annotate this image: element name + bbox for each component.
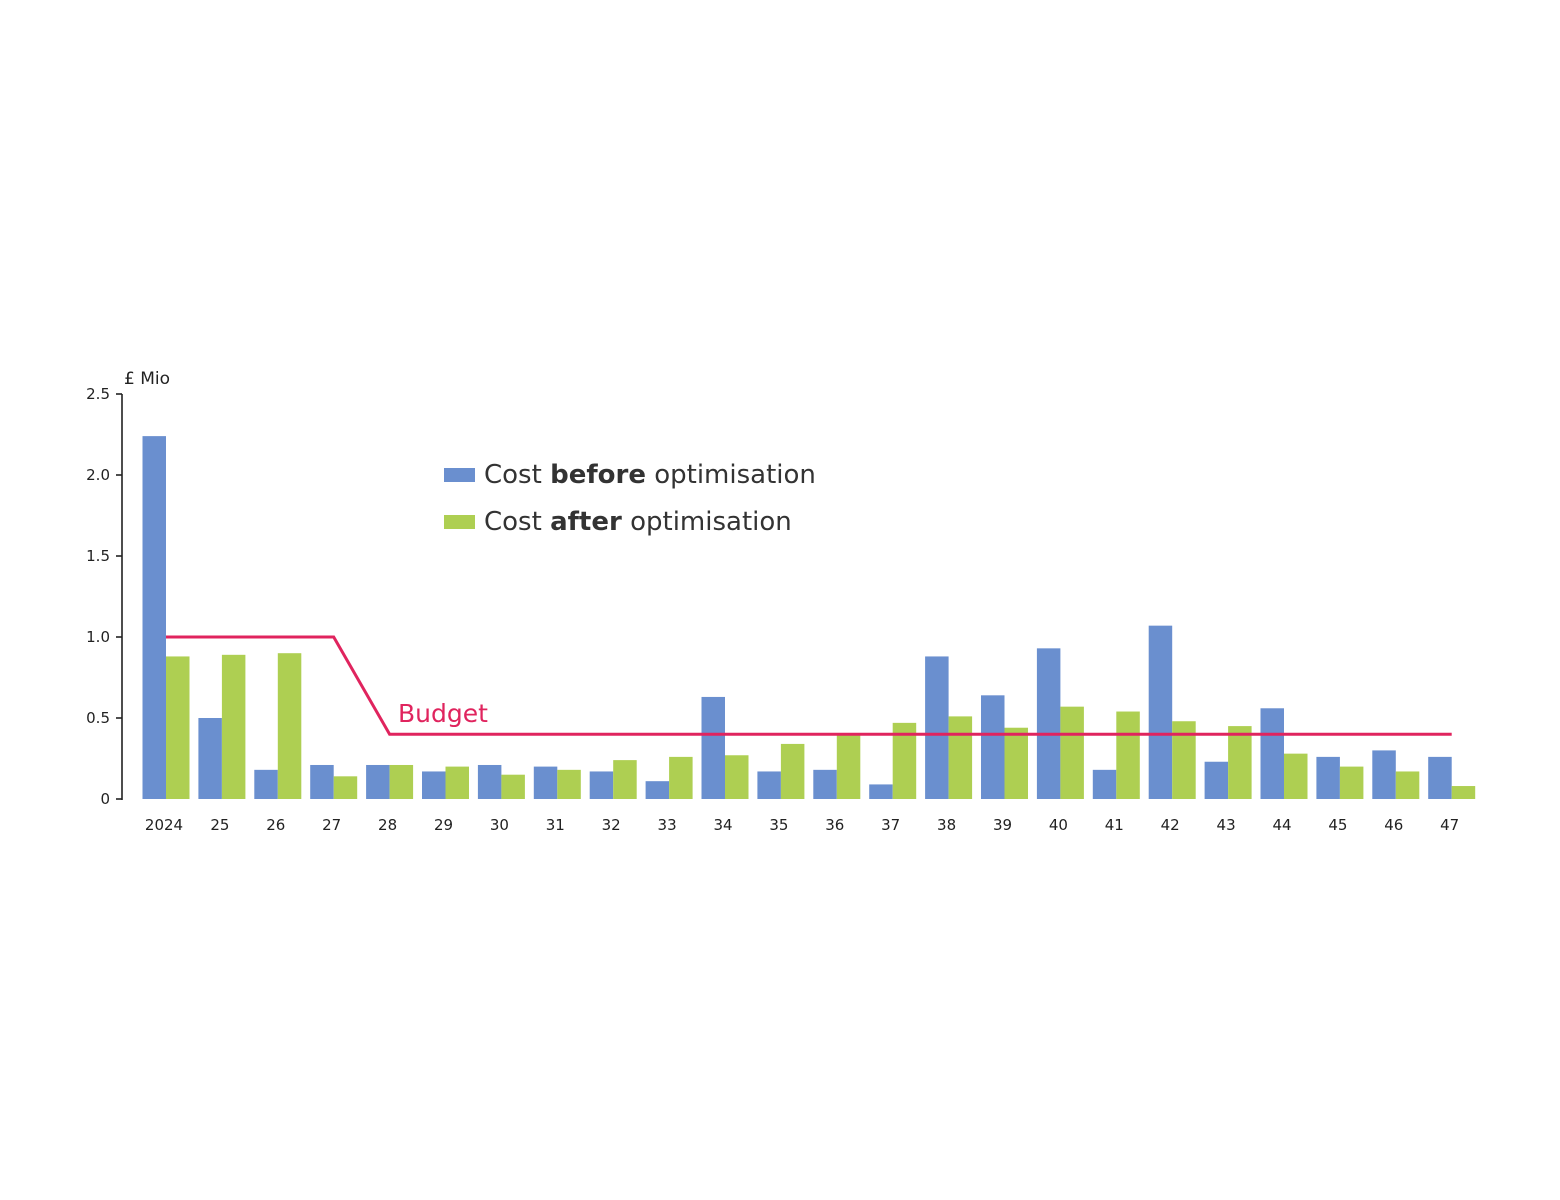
x-tick-label-35: 35 [769, 816, 788, 834]
bar-after-30 [501, 774, 525, 799]
x-tick-label-31: 31 [546, 816, 565, 834]
bar-after-46 [1395, 771, 1420, 799]
legend: Cost before optimisation Cost after optim… [444, 460, 816, 537]
bar-after-36 [836, 734, 861, 799]
x-tick-label-30: 30 [490, 816, 509, 834]
budget-line-group: Budget [166, 635, 1452, 736]
bar-after-2024 [166, 656, 190, 799]
y-tick-label: 2.5 [86, 385, 110, 403]
bar-before-41 [1092, 769, 1117, 799]
y-unit-label: £ Mio [124, 369, 170, 389]
x-tick-label-28: 28 [378, 816, 397, 834]
x-tick-label-33: 33 [658, 816, 677, 834]
y-tick-label: 2.0 [86, 466, 110, 484]
y-axis: 0 0.5 1.0 1.5 2.0 2.5 [86, 385, 123, 808]
bar-after-33 [669, 756, 693, 799]
bar-after-29 [445, 766, 469, 799]
bar-after-38 [948, 716, 973, 799]
x-tick-label-25: 25 [210, 816, 229, 834]
bar-before-34 [701, 696, 725, 799]
x-tick-label-36: 36 [825, 816, 844, 834]
budget-line [166, 635, 1452, 736]
x-tick-label-32: 32 [602, 816, 621, 834]
x-tick-label-47: 47 [1440, 816, 1459, 834]
legend-swatch-before [444, 468, 475, 482]
bar-before-46 [1372, 750, 1396, 799]
legend-label-before: Cost before optimisation [484, 460, 816, 490]
y-tick-label: 0 [100, 790, 110, 808]
bar-before-36 [813, 769, 837, 799]
bar-before-25 [198, 718, 222, 799]
bar-before-33 [645, 781, 670, 799]
bar-after-47 [1451, 786, 1476, 799]
bar-after-37 [892, 722, 917, 799]
x-tick-label-37: 37 [881, 816, 900, 834]
x-tick-label-46: 46 [1384, 816, 1403, 834]
bar-after-43 [1228, 726, 1252, 799]
bar-after-27 [333, 776, 358, 799]
bar-before-2024 [142, 436, 166, 799]
bar-after-44 [1284, 753, 1308, 799]
bar-after-34 [725, 755, 749, 799]
bar-before-38 [925, 656, 949, 799]
x-tick-label-42: 42 [1161, 816, 1180, 834]
bar-before-37 [869, 784, 893, 799]
bar-after-25 [221, 654, 246, 799]
x-axis-labels: 2024 25 26 27 28 29 30 31 32 33 34 35 36 37 38 39 40 41 42… [145, 816, 1459, 834]
bar-before-30 [477, 764, 502, 799]
x-tick-label-40: 40 [1049, 816, 1068, 834]
bars [142, 436, 1476, 799]
bar-before-27 [310, 764, 334, 799]
bar-before-32 [589, 771, 614, 799]
bar-before-35 [757, 771, 781, 799]
y-tick-label: 1.0 [86, 628, 110, 646]
bar-after-40 [1060, 706, 1084, 799]
x-tick-label-45: 45 [1328, 816, 1347, 834]
bar-after-26 [277, 653, 302, 799]
bar-before-40 [1036, 648, 1061, 799]
legend-label-after: Cost after optimisation [484, 507, 792, 537]
bar-after-41 [1116, 711, 1140, 799]
bar-after-42 [1172, 721, 1196, 799]
bar-before-43 [1204, 761, 1229, 799]
x-tick-label-29: 29 [434, 816, 453, 834]
bar-after-39 [1004, 727, 1028, 799]
budget-label: Budget [398, 699, 488, 728]
x-tick-label-39: 39 [993, 816, 1012, 834]
bar-before-44 [1260, 708, 1284, 799]
bar-after-31 [557, 769, 581, 799]
bar-after-45 [1339, 766, 1364, 799]
bar-after-35 [780, 743, 805, 799]
bar-before-28 [366, 764, 390, 799]
x-tick-label-34: 34 [713, 816, 732, 834]
bar-before-42 [1148, 625, 1173, 799]
bar-before-47 [1428, 756, 1452, 799]
bar-after-32 [613, 760, 637, 799]
bar-before-39 [981, 695, 1005, 799]
bar-before-26 [254, 769, 278, 799]
x-tick-label-44: 44 [1272, 816, 1291, 834]
x-tick-label-38: 38 [937, 816, 956, 834]
bar-before-45 [1316, 756, 1340, 799]
x-tick-label-2024: 2024 [145, 816, 183, 834]
y-tick-label: 0.5 [86, 709, 110, 727]
x-tick-label-43: 43 [1217, 816, 1236, 834]
x-tick-label-41: 41 [1105, 816, 1124, 834]
x-tick-label-27: 27 [322, 816, 341, 834]
bar-after-28 [389, 764, 414, 799]
bar-before-31 [533, 766, 558, 799]
x-tick-label-26: 26 [266, 816, 285, 834]
legend-swatch-after [444, 515, 475, 529]
y-tick-label: 1.5 [86, 547, 110, 565]
bar-before-29 [422, 771, 446, 799]
